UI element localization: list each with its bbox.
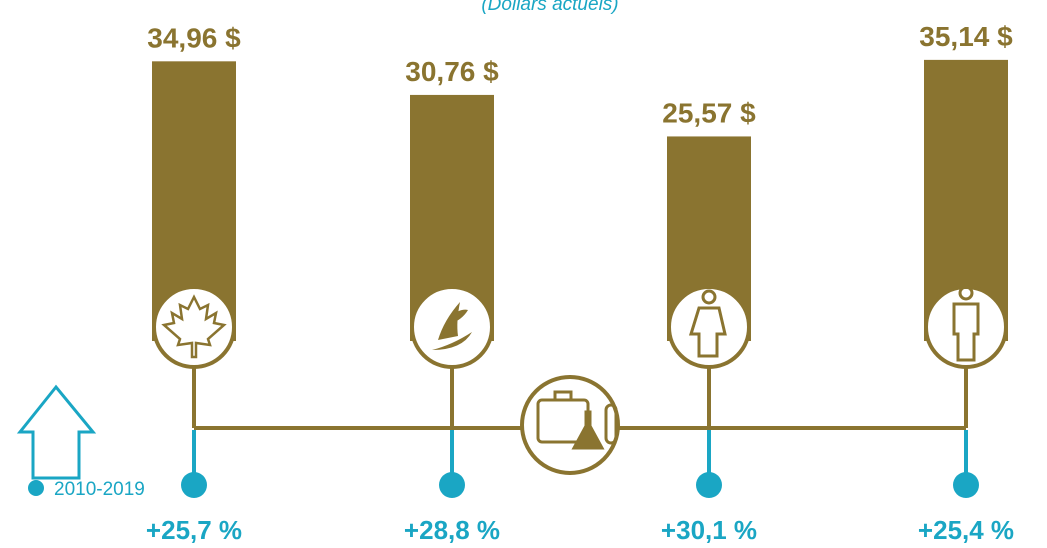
bars xyxy=(152,59,1008,341)
value-label: 35,14 $ xyxy=(919,21,1013,52)
subtitle: (Dollars actuels) xyxy=(481,0,618,15)
value-label: 34,96 $ xyxy=(147,22,241,53)
legend-label: 2010-2019 xyxy=(54,479,145,500)
up-arrow xyxy=(16,384,97,480)
growth-label: +30,1 % xyxy=(661,515,757,545)
growth-label: +25,7 % xyxy=(146,515,242,545)
icons xyxy=(152,285,1008,475)
growth-dot xyxy=(181,472,207,498)
growth-label: +28,8 % xyxy=(404,515,500,545)
value-label: 30,76 $ xyxy=(405,56,499,87)
legend-dot xyxy=(28,480,44,496)
growth-dot xyxy=(696,472,722,498)
value-label: 25,57 $ xyxy=(662,97,756,128)
growth-dot xyxy=(953,472,979,498)
growth-label: +25,4 % xyxy=(918,515,1014,545)
growth-dot xyxy=(439,472,465,498)
